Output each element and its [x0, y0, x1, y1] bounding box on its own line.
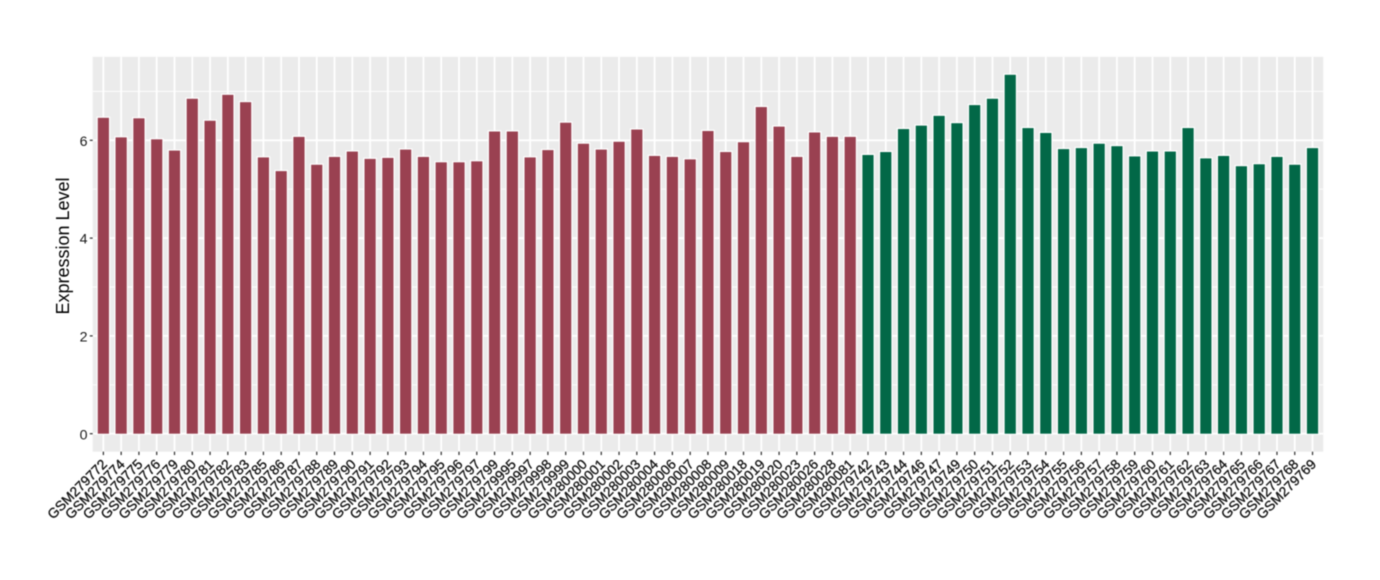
svg-text:4: 4	[80, 232, 88, 248]
svg-text:6: 6	[80, 134, 88, 150]
svg-text:0: 0	[80, 427, 88, 443]
svg-text:2: 2	[80, 330, 88, 346]
svg-text:Expression Level: Expression Level	[53, 177, 73, 314]
